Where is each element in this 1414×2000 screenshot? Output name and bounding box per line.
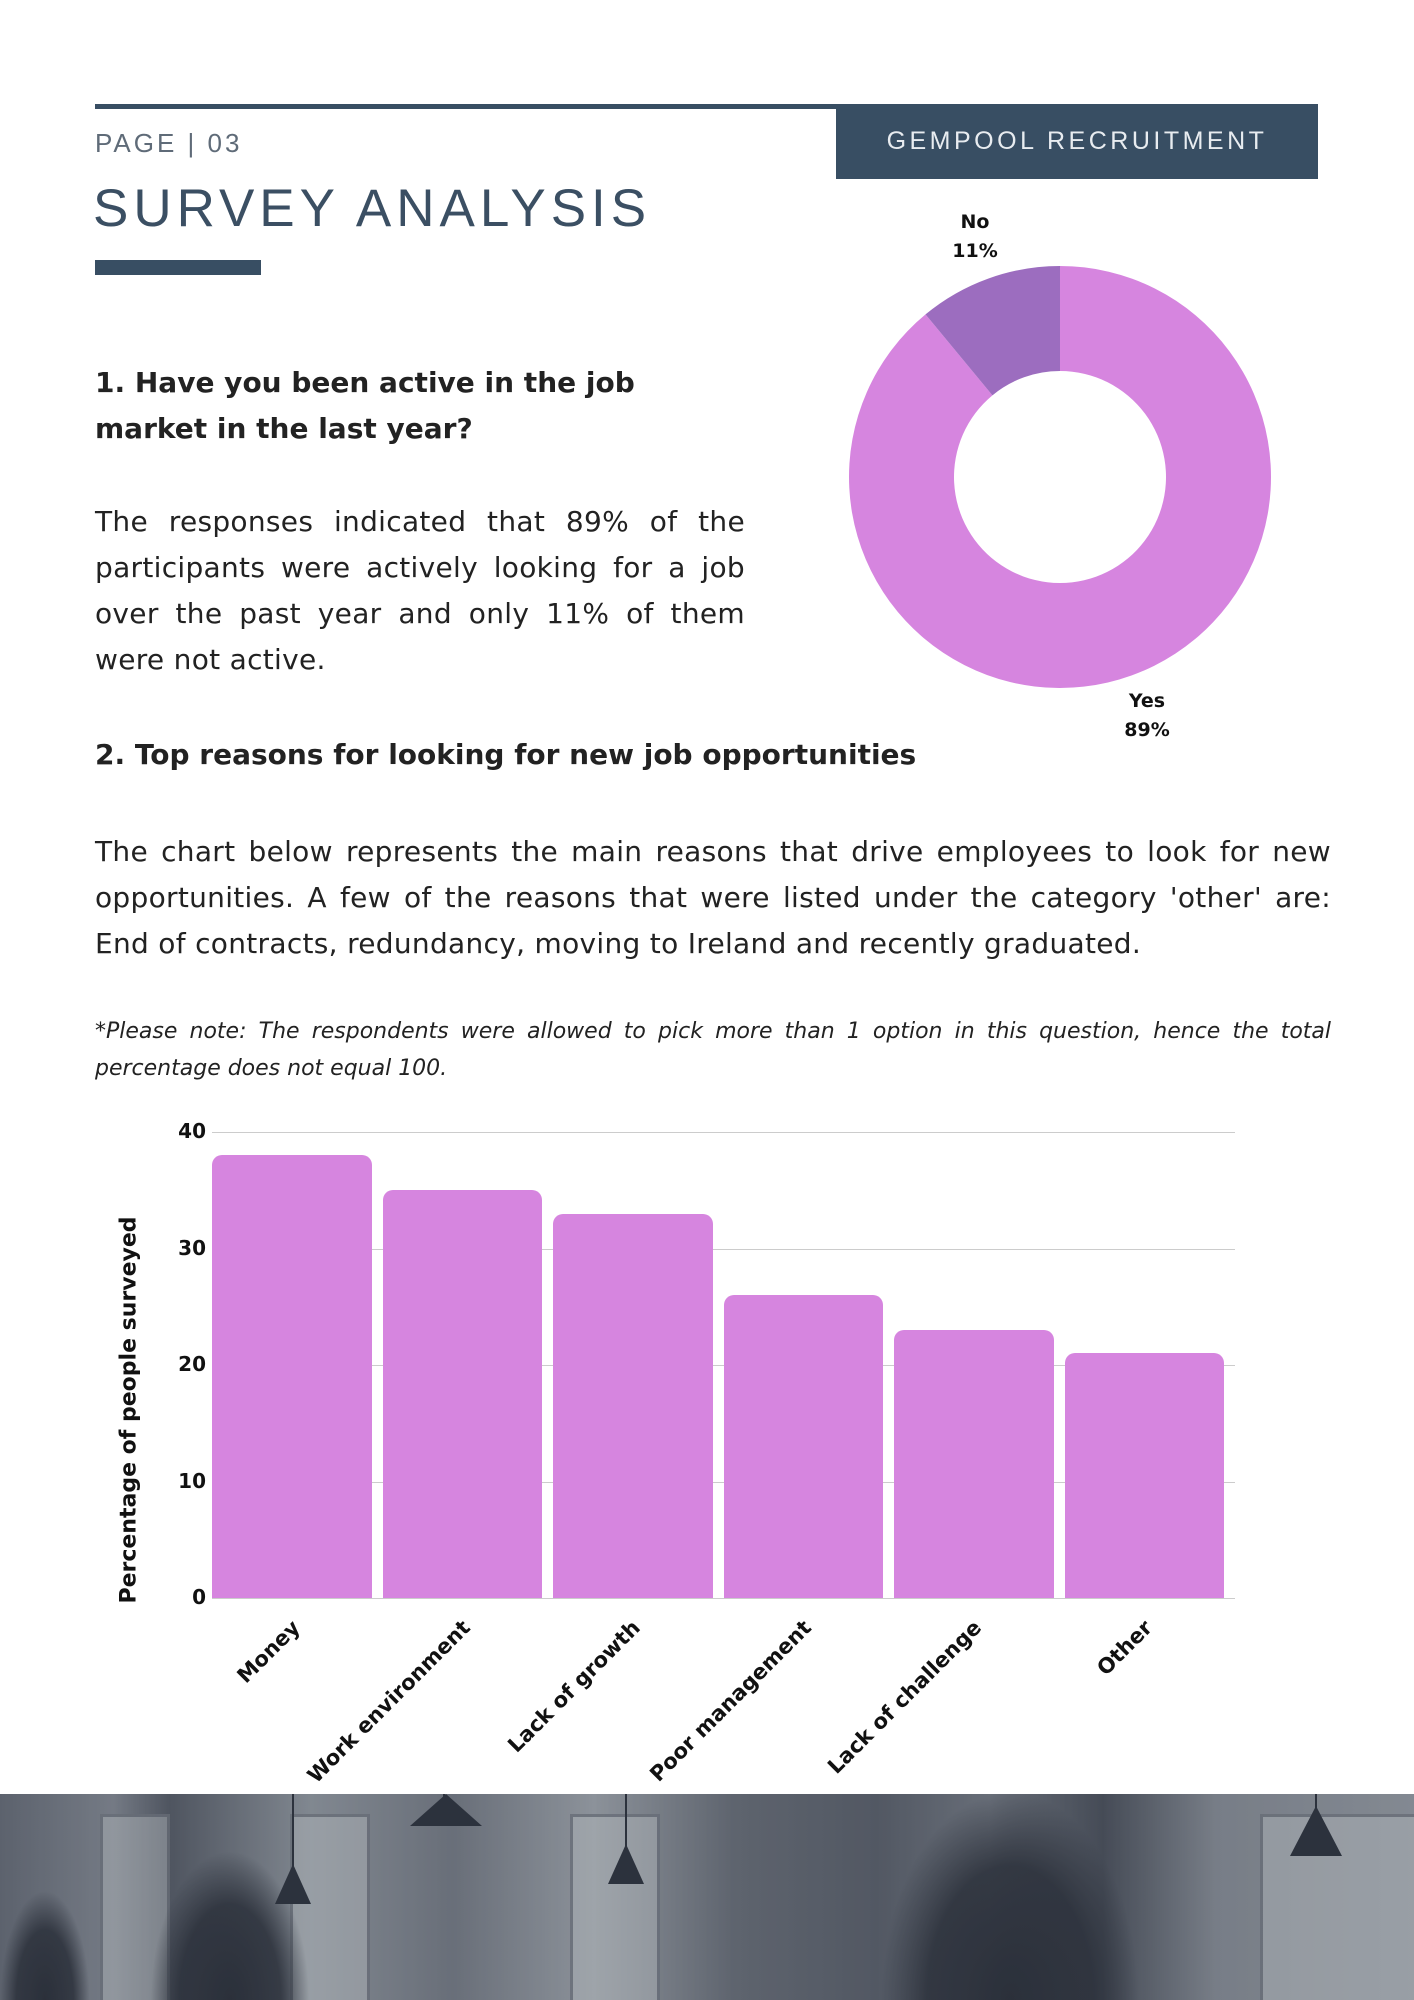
footer-office-photo: [0, 1794, 1414, 2000]
donut-label-no: No 11%: [945, 208, 1005, 266]
x-tick-label: Lack of challenge: [823, 1615, 987, 1779]
bar-lack-of-challenge: [894, 1330, 1054, 1598]
page-title: SURVEY ANALYSIS: [93, 179, 652, 238]
donut-chart: [845, 262, 1275, 692]
bar-poor-management: [723, 1295, 883, 1598]
brand-name: GEMPOOL RECRUITMENT: [886, 127, 1268, 155]
donut-no-value: 11%: [952, 240, 998, 262]
question-1-body: The responses indicated that 89% of the …: [95, 505, 745, 676]
donut-slice-yes: [849, 266, 1271, 688]
plant: [0, 1890, 90, 2000]
donut-slice-no: [925, 266, 1060, 396]
pendant-lamp-icon: [608, 1844, 644, 1884]
x-tick-label: Lack of growth: [503, 1615, 646, 1758]
y-tick-label: 30: [178, 1235, 206, 1260]
x-tick-label: Work environment: [302, 1615, 475, 1788]
question-2-heading: 2. Top reasons for looking for new job o…: [95, 738, 917, 771]
brand-banner: GEMPOOL RECRUITMENT: [836, 104, 1318, 179]
plant: [150, 1850, 310, 2000]
y-tick-label: 0: [192, 1585, 206, 1609]
donut-label-yes: Yes 89%: [1117, 687, 1177, 745]
bar-work-environment: [382, 1190, 542, 1598]
bar-other: [1064, 1353, 1224, 1598]
gridline: [212, 1365, 1235, 1366]
donut-chart-svg: [849, 266, 1271, 688]
y-tick-label: 40: [178, 1119, 206, 1143]
bar-lack-of-growth: [553, 1213, 713, 1598]
title-underline: [95, 260, 261, 275]
gridline: [212, 1481, 1235, 1483]
x-tick-label: Poor management: [644, 1615, 816, 1787]
question-1-heading: 1. Have you been active in the job marke…: [95, 366, 635, 445]
gridline: [212, 1132, 1235, 1133]
x-tick-label: Money: [231, 1615, 305, 1688]
question-2-body: The chart below represents the main reas…: [95, 835, 1331, 960]
y-tick-label: 20: [178, 1352, 206, 1376]
donut-yes-label: Yes: [1128, 690, 1166, 712]
y-tick-label: 10: [178, 1468, 206, 1493]
footnote: *Please note: The respondents were allow…: [95, 1019, 1331, 1081]
gridline: [212, 1248, 1235, 1250]
bar-money: [212, 1155, 372, 1598]
header-rule: [95, 104, 837, 109]
pendant-lamp-icon: [410, 1794, 482, 1826]
donut-yes-value: 89%: [1124, 719, 1170, 741]
plant: [880, 1794, 1140, 2000]
y-axis-label: Percentage of people surveyed: [116, 1216, 142, 1604]
pendant-lamp-icon: [1290, 1806, 1342, 1856]
gridline: [212, 1598, 1235, 1599]
x-tick-label: Other: [1092, 1615, 1157, 1681]
page-number: PAGE | 03: [95, 128, 243, 158]
donut-no-label: No: [960, 211, 990, 233]
